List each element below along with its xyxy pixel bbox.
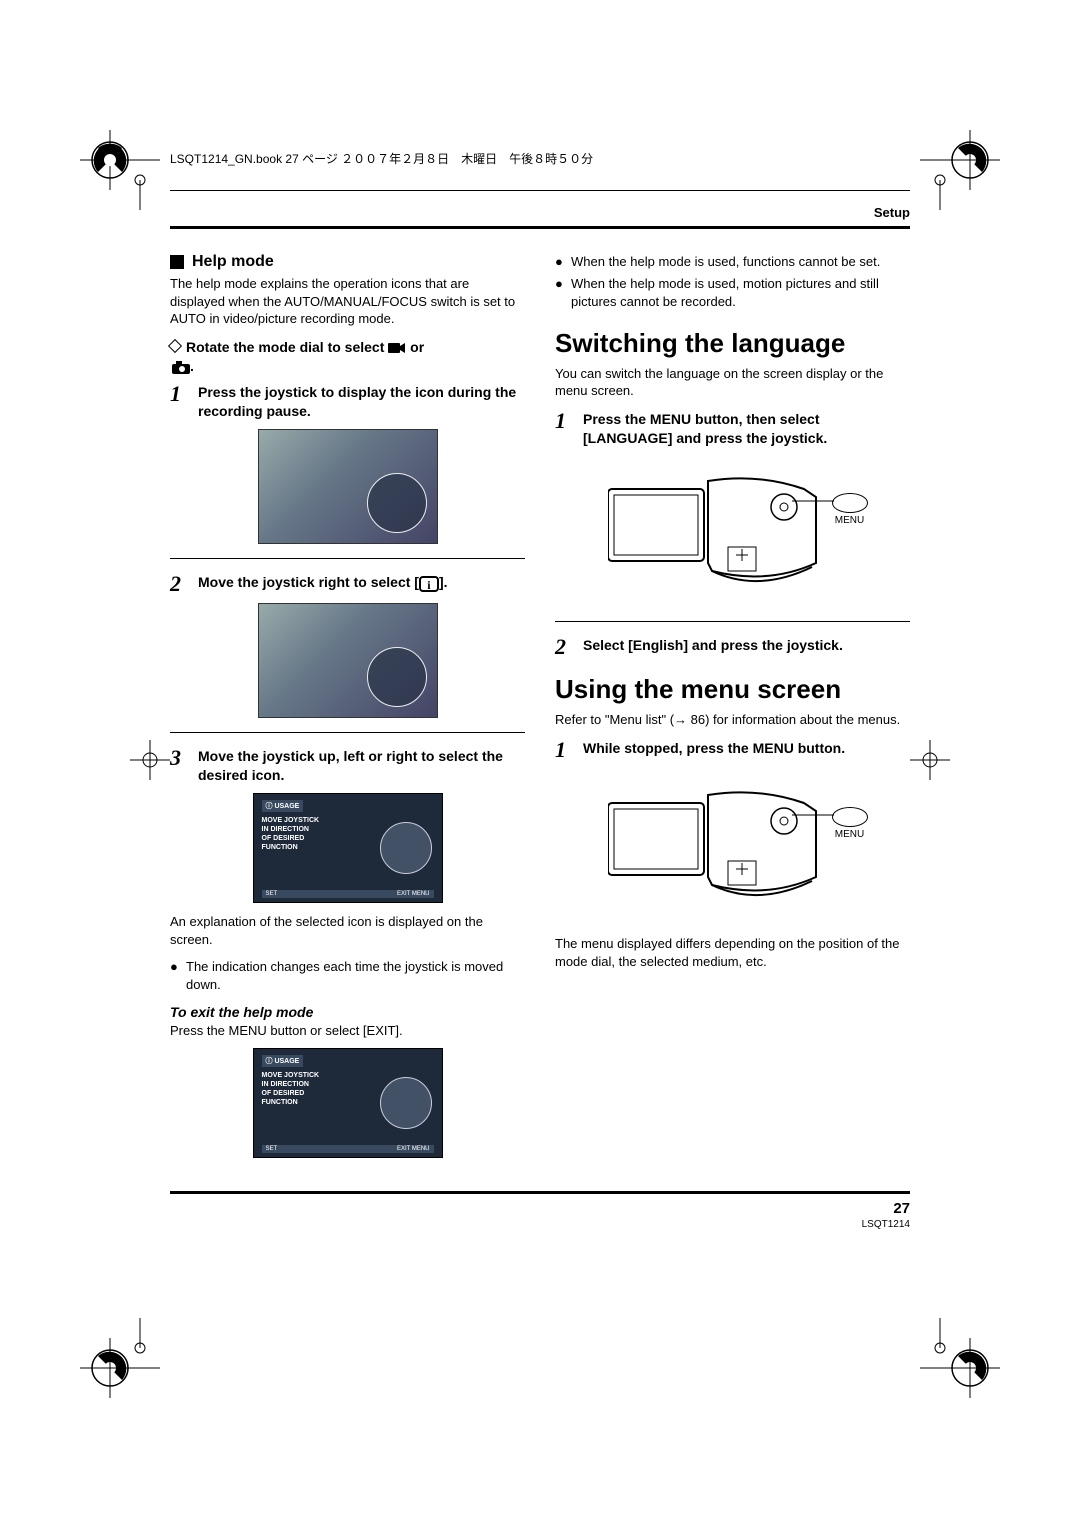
divider-2: [170, 732, 525, 733]
crop-mark-bottom-right: [920, 1318, 1000, 1398]
indication-bullet: ● The indication changes each time the j…: [170, 958, 525, 994]
lang-step-1-text: Press the MENU button, then select [LANG…: [583, 410, 910, 448]
top-thick-rule: [170, 226, 910, 229]
rotate-prefix: Rotate the mode dial to select: [186, 339, 388, 355]
screenshot-2: [258, 603, 438, 718]
indication-text: The indication changes each time the joy…: [186, 958, 525, 994]
step-2-text: Move the joystick right to select [i].: [198, 573, 448, 595]
lang-step-1: 1 Press the MENU button, then select [LA…: [555, 410, 910, 448]
crop-mark-top-right: [920, 130, 1000, 210]
divider-lang: [555, 621, 910, 622]
step-1: 1 Press the joystick to display the icon…: [170, 383, 525, 421]
usage-circle-icon-2: [380, 1077, 432, 1129]
menu-oval-icon-2: [832, 807, 868, 827]
exit-heading: To exit the help mode: [170, 1004, 525, 1020]
step-3-text: Move the joystick up, left or right to s…: [198, 747, 525, 785]
step-2-prefix: Move the joystick right to select [: [198, 574, 419, 590]
step-1-number: 1: [170, 383, 188, 421]
diamond-icon: [168, 339, 182, 353]
crop-mark-top-left: [80, 130, 160, 210]
usage-footer-1: SET EXIT MENU: [262, 890, 434, 898]
switching-language-intro: You can switch the language on the scree…: [555, 365, 910, 400]
section-label: Setup: [170, 205, 910, 220]
bullet-dot-icon: ●: [170, 958, 180, 994]
usage-screen-1: ⓘ USAGE MOVE JOYSTICK IN DIRECTION OF DE…: [253, 793, 443, 903]
help-mode-intro: The help mode explains the operation ico…: [170, 275, 525, 328]
camcorder-line-art-2: [608, 791, 848, 901]
arrow-icon: →: [674, 712, 687, 727]
menu-step-1-number: 1: [555, 739, 573, 761]
switching-language-heading: Switching the language: [555, 328, 910, 359]
usage-title-1: ⓘ USAGE: [262, 800, 304, 812]
menu-step-1-text: While stopped, press the MENU button.: [583, 739, 845, 761]
divider-1: [170, 558, 525, 559]
lang-step-2: 2 Select [English] and press the joystic…: [555, 636, 910, 658]
bottom-thick-rule: [170, 1191, 910, 1194]
square-bullet-icon: [170, 255, 184, 269]
menu-callout-1: MENU: [832, 493, 868, 526]
usage-screen-2: ⓘ USAGE MOVE JOYSTICK IN DIRECTION OF DE…: [253, 1048, 443, 1158]
usage-circle-icon: [380, 822, 432, 874]
page-body: LSQT1214_GN.book 27 ページ ２００７年２月８日 木曜日 午後…: [170, 150, 910, 1225]
menu-screen-intro: Refer to "Menu list" (→ 86) for informat…: [555, 711, 910, 729]
camcorder-line-art: [608, 477, 848, 587]
screenshot-1: [258, 429, 438, 544]
step-2: 2 Move the joystick right to select [i].: [170, 573, 525, 595]
info-icon: i: [419, 576, 439, 592]
menu-label-2: MENU: [835, 829, 864, 840]
page-footer: 27 LSQT1214: [170, 1191, 910, 1230]
osd-overlay-icon-2: [367, 647, 427, 707]
help-mode-heading: Help mode: [170, 253, 525, 271]
step-3-number: 3: [170, 747, 188, 785]
lang-step-2-number: 2: [555, 636, 573, 658]
rotate-instruction: Rotate the mode dial to select or .: [170, 338, 525, 376]
note-1: When the help mode is used, functions ca…: [571, 253, 880, 271]
lang-step-1-number: 1: [555, 410, 573, 448]
note-2: When the help mode is used, motion pictu…: [571, 275, 910, 311]
menu-after-text: The menu displayed differs depending on …: [555, 935, 910, 970]
camera-diagram-2: MENU: [598, 771, 868, 921]
bullet-dot-icon: ●: [555, 253, 565, 271]
explanation-text: An explanation of the selected icon is d…: [170, 913, 525, 948]
menu-screen-heading: Using the menu screen: [555, 674, 910, 705]
exit-text: Press the MENU button or select [EXIT].: [170, 1022, 525, 1040]
menu-step-1: 1 While stopped, press the MENU button.: [555, 739, 910, 761]
page-number: 27: [170, 1200, 910, 1217]
menu-oval-icon: [832, 493, 868, 513]
lang-step-2-text: Select [English] and press the joystick.: [583, 636, 843, 658]
crop-mark-mid-right: [910, 740, 950, 780]
step-2-number: 2: [170, 573, 188, 595]
help-mode-heading-text: Help mode: [192, 253, 274, 271]
crop-mark-bottom-left: [80, 1318, 160, 1398]
source-header: LSQT1214_GN.book 27 ページ ２００７年２月８日 木曜日 午後…: [170, 150, 910, 175]
doc-code: LSQT1214: [170, 1219, 910, 1230]
help-mode-notes: ● When the help mode is used, functions …: [555, 253, 910, 312]
osd-overlay-icon: [367, 473, 427, 533]
menu-callout-2: MENU: [832, 807, 868, 840]
content-columns: Help mode The help mode explains the ope…: [170, 253, 910, 1168]
video-mode-icon: [388, 342, 406, 354]
step-1-text: Press the joystick to display the icon d…: [198, 383, 525, 421]
rotate-end: .: [190, 358, 194, 374]
picture-mode-icon: [172, 360, 190, 374]
usage-footer-2: SET EXIT MENU: [262, 1145, 434, 1153]
header-rule: [170, 190, 910, 191]
rotate-suffix: or: [406, 339, 424, 355]
crop-mark-mid-left: [130, 740, 170, 780]
menu-label-1: MENU: [835, 515, 864, 526]
left-column: Help mode The help mode explains the ope…: [170, 253, 525, 1168]
usage-title-2: ⓘ USAGE: [262, 1055, 304, 1067]
bullet-dot-icon: ●: [555, 275, 565, 311]
right-column: ● When the help mode is used, functions …: [555, 253, 910, 1168]
step-3: 3 Move the joystick up, left or right to…: [170, 747, 525, 785]
step-2-suffix: ].: [439, 574, 448, 590]
camera-diagram-1: MENU: [598, 457, 868, 607]
